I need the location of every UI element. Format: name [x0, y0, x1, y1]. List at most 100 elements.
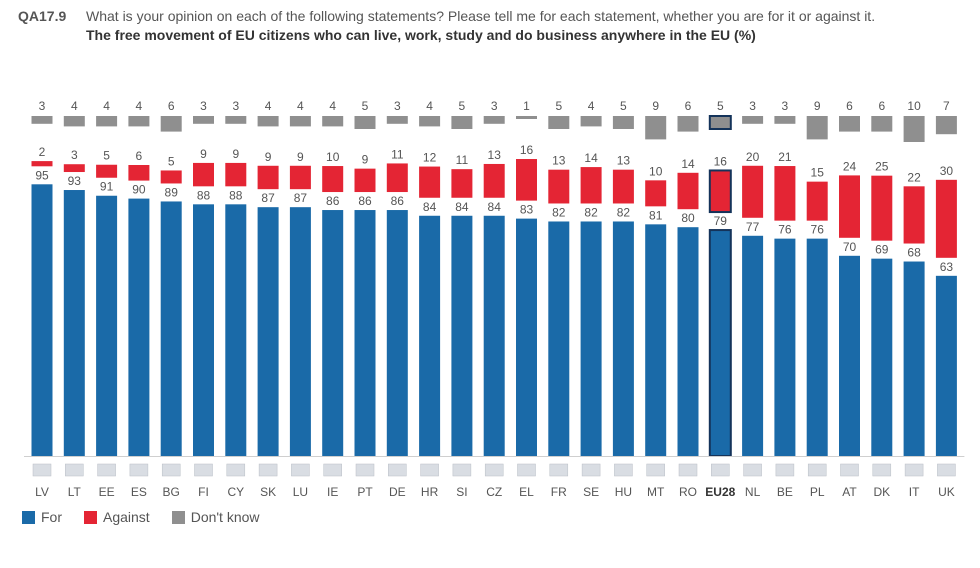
bar-for-at — [839, 255, 860, 456]
category-label-de: DE — [389, 485, 406, 499]
flag-at — [840, 463, 859, 477]
label-against-be: 21 — [778, 150, 792, 164]
label-against-uk: 30 — [940, 164, 954, 178]
bar-against-dk — [871, 175, 893, 241]
label-against-de: 11 — [391, 147, 404, 161]
label-for-ee: 91 — [100, 180, 114, 194]
flag-lt — [65, 463, 84, 477]
label-against-el: 16 — [520, 143, 534, 157]
bar-for-pl — [806, 238, 828, 456]
label-dont-know-at: 6 — [846, 99, 853, 113]
question-code: QA17.9 — [18, 8, 67, 24]
bar-for-dk — [871, 258, 893, 456]
bar-dont-know-cy — [225, 116, 247, 124]
flag-lu — [291, 463, 310, 477]
label-dont-know-pt: 5 — [362, 99, 369, 113]
flag-ro — [678, 463, 698, 477]
flag-es — [129, 463, 149, 477]
question-text: What is your opinion on each of the foll… — [86, 8, 876, 24]
label-for-be: 76 — [778, 223, 792, 237]
bar-dont-know-hr — [419, 116, 441, 127]
flag-hu — [614, 463, 633, 477]
legend: For Against Don't know — [22, 509, 282, 525]
bar-against-bg — [160, 170, 182, 184]
bar-dont-know-ee — [96, 116, 118, 127]
label-against-hu: 13 — [617, 154, 631, 168]
bar-for-es — [128, 198, 150, 456]
label-against-eu28: 16 — [714, 154, 728, 168]
bar-for-it — [903, 261, 925, 456]
bar-for-nl — [742, 235, 764, 456]
bar-dont-know-eu28 — [708, 115, 732, 130]
category-label-at: AT — [842, 485, 857, 499]
category-label-lv: LV — [35, 485, 49, 499]
bar-for-hr — [419, 215, 441, 456]
category-label-ie: IE — [327, 485, 338, 499]
category-label-se: SE — [583, 485, 599, 499]
flag-eu28 — [711, 463, 730, 477]
bar-against-pt — [354, 168, 376, 193]
label-dont-know-lu: 4 — [297, 99, 304, 113]
label-for-hu: 82 — [617, 205, 631, 219]
label-against-sk: 9 — [265, 150, 272, 164]
flag-uk — [937, 463, 956, 477]
bar-against-lu — [289, 165, 311, 190]
bar-against-cy — [225, 162, 247, 187]
bar-dont-know-hu — [612, 116, 634, 129]
label-dont-know-fi: 3 — [200, 99, 207, 113]
flag-fi — [194, 463, 213, 477]
label-dont-know-it: 10 — [907, 99, 921, 113]
category-label-uk: UK — [938, 485, 955, 499]
label-against-lu: 9 — [297, 150, 304, 164]
label-for-at: 70 — [843, 240, 857, 254]
bar-against-cz — [483, 163, 505, 198]
bar-dont-know-uk — [935, 116, 957, 135]
bar-dont-know-mt — [645, 116, 667, 140]
category-label-pl: PL — [810, 485, 825, 499]
label-against-ro: 14 — [681, 157, 695, 171]
bar-dont-know-at — [839, 116, 860, 132]
bar-for-lu — [289, 207, 311, 456]
category-label-cz: CZ — [486, 485, 502, 499]
bar-against-ie — [322, 166, 344, 193]
bar-dont-know-sk — [257, 116, 279, 127]
bar-for-lt — [63, 190, 85, 456]
label-for-cy: 88 — [229, 188, 243, 202]
label-dont-know-ee: 4 — [103, 99, 110, 113]
bar-against-ee — [96, 164, 118, 178]
category-label-lt: LT — [68, 485, 82, 499]
flag-sk — [258, 463, 278, 477]
flag-hr — [420, 463, 439, 477]
label-dont-know-pl: 9 — [814, 99, 821, 113]
flag-de — [388, 463, 407, 477]
bar-for-cz — [483, 215, 505, 456]
label-against-fr: 13 — [552, 154, 566, 168]
label-against-lv: 2 — [39, 145, 46, 159]
label-dont-know-mt: 9 — [652, 99, 659, 113]
bar-against-es — [128, 165, 150, 181]
label-against-si: 11 — [456, 153, 469, 167]
flag-dk — [872, 463, 892, 477]
bar-against-sk — [257, 165, 279, 190]
bar-against-eu28 — [708, 169, 732, 214]
label-dont-know-be: 3 — [782, 99, 789, 113]
bar-against-uk — [935, 179, 957, 258]
bar-for-cy — [225, 204, 247, 456]
flag-pl — [807, 463, 827, 477]
label-against-lt: 3 — [71, 148, 78, 162]
label-for-eu28: 79 — [714, 214, 728, 228]
label-for-bg: 89 — [165, 185, 179, 199]
bar-against-ro — [677, 172, 699, 210]
bar-dont-know-pt — [354, 116, 376, 129]
label-against-it: 22 — [907, 170, 921, 184]
category-label-lu: LU — [293, 485, 308, 499]
bar-dont-know-it — [903, 116, 925, 142]
flag-ee — [97, 463, 116, 477]
flag-ie — [323, 463, 342, 477]
label-dont-know-lt: 4 — [71, 99, 78, 113]
label-against-pt: 9 — [362, 153, 369, 167]
label-dont-know-bg: 6 — [168, 99, 175, 113]
label-against-hr: 12 — [423, 151, 437, 165]
category-label-es: ES — [131, 485, 147, 499]
label-dont-know-eu28: 5 — [717, 99, 724, 113]
